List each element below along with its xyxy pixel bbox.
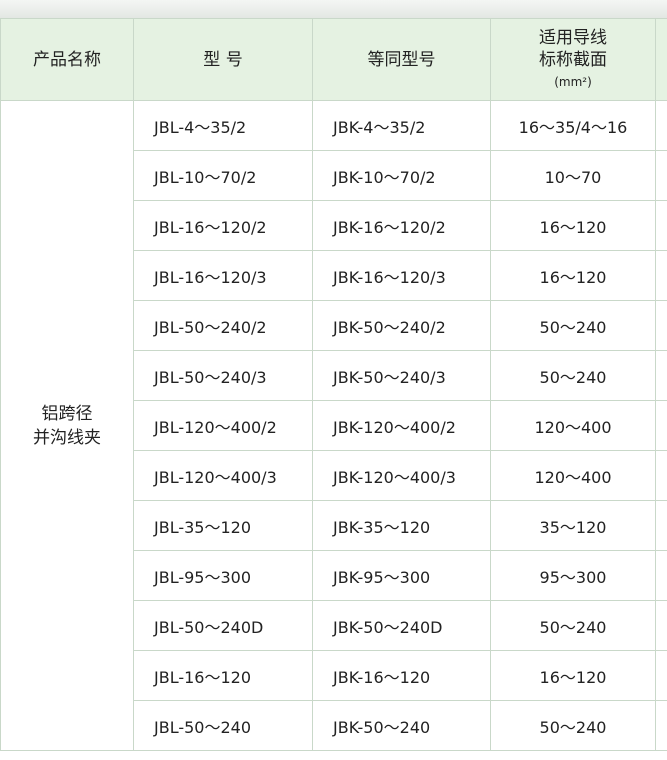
table-cell: JBL-95～300 [133, 550, 313, 601]
header-cell: 产品名称 [0, 18, 134, 101]
table-cell: JBL-10～70/2 [133, 150, 313, 201]
table-cell: JBK-120～400/2 [312, 400, 491, 451]
table-cell: JBK-95～300 [312, 550, 491, 601]
table-cell: 10～70 [490, 150, 656, 201]
table-cell: JBK-4～35/2 [312, 100, 491, 151]
table-row: JBL-35～120 JBK-35～120 35～120 [1, 500, 667, 551]
edge-cell [655, 700, 667, 751]
table-cell: 50～240 [490, 300, 656, 351]
header-cell: 适用导线 标称截面 (mm²) [490, 18, 656, 101]
edge-cell [655, 100, 667, 151]
spec-table: 产品名称 型 号 等同型号 适用导线 标称截面 (mm²) 铝跨径 并沟线夹 JBL… [0, 18, 667, 751]
table-row: JBL-95～300 JBK-95～300 95～300 [1, 550, 667, 601]
table-cell: JBL-50～240/3 [133, 350, 313, 401]
header-row: 产品名称 型 号 等同型号 适用导线 标称截面 (mm²) [0, 18, 667, 101]
table-cell: 50～240 [490, 350, 656, 401]
table-cell: JBK-10～70/2 [312, 150, 491, 201]
table-cell: 120～400 [490, 400, 656, 451]
table-cell: JBL-16～120/2 [133, 200, 313, 251]
top-strip [0, 0, 667, 18]
table-cell: JBL-50～240 [133, 700, 313, 751]
edge-cell [655, 250, 667, 301]
edge-cell [655, 600, 667, 651]
table-cell: JBL-120～400/2 [133, 400, 313, 451]
table-row: JBL-16～120/2 JBK-16～120/2 16～120 [1, 200, 667, 251]
table-cell: JBK-50～240/2 [312, 300, 491, 351]
table-row: JBL-50～240/2 JBK-50～240/2 50～240 [1, 300, 667, 351]
header-line: 标称截面 [539, 49, 607, 70]
table-body: 铝跨径 并沟线夹 JBL-4～35/2 JBK-4～35/2 16～35/4～16 JBL… [0, 100, 667, 751]
table-cell: JBK-50～240/3 [312, 350, 491, 401]
table-cell: 120～400 [490, 450, 656, 501]
table-row: JBL-120～400/3 JBK-120～400/3 120～400 [1, 450, 667, 501]
edge-cell [655, 650, 667, 701]
table-cell: JBL-35～120 [133, 500, 313, 551]
product-cell: 铝跨径 并沟线夹 [0, 100, 134, 751]
table-row: JBL-50～240D JBK-50～240D 50～240 [1, 600, 667, 651]
table-cell: 50～240 [490, 700, 656, 751]
header-cell: 型 号 [133, 18, 313, 101]
header-line: (mm²) [554, 74, 592, 89]
table-cell: 16～120 [490, 200, 656, 251]
table-cell: 16～35/4～16 [490, 100, 656, 151]
edge-cell [655, 150, 667, 201]
table-row: 铝跨径 并沟线夹 JBL-4～35/2 JBK-4～35/2 16～35/4～16 [0, 100, 667, 751]
edge-cell [655, 450, 667, 501]
table-cell: 95～300 [490, 550, 656, 601]
table-cell: JBL-50～240D [133, 600, 313, 651]
edge-cell [655, 500, 667, 551]
table-cell: 35～120 [490, 500, 656, 551]
table-row: JBL-16～120/3 JBK-16～120/3 16～120 [1, 250, 667, 301]
table-cell: JBK-50～240D [312, 600, 491, 651]
table-cell: JBK-16～120 [312, 650, 491, 701]
table-cell: 16～120 [490, 650, 656, 701]
table-cell: JBL-16～120 [133, 650, 313, 701]
table-row: JBL-120～400/2 JBK-120～400/2 120～400 [1, 400, 667, 451]
header-cell: 等同型号 [312, 18, 491, 101]
table-row: JBL-10～70/2 JBK-10～70/2 10～70 [1, 150, 667, 201]
table-cell: JBL-50～240/2 [133, 300, 313, 351]
table-cell: JBK-35～120 [312, 500, 491, 551]
edge-cell [655, 300, 667, 351]
table-cell: JBK-50～240 [312, 700, 491, 751]
edge-cell [655, 350, 667, 401]
edge-cell [655, 200, 667, 251]
product-line: 并沟线夹 [33, 427, 101, 448]
header-cell [655, 18, 667, 101]
edge-cell [655, 550, 667, 601]
table-cell: JBK-120～400/3 [312, 450, 491, 501]
table-row: JBL-50～240 JBK-50～240 50～240 [1, 700, 667, 751]
edge-cell [655, 400, 667, 451]
table-cell: 50～240 [490, 600, 656, 651]
header-line: 适用导线 [539, 27, 607, 48]
table-header: 产品名称 型 号 等同型号 适用导线 标称截面 (mm²) [0, 18, 667, 101]
product-line: 铝跨径 [41, 403, 93, 424]
table-cell: JBL-4～35/2 [133, 100, 313, 151]
table-cell: 16～120 [490, 250, 656, 301]
table-cell: JBL-16～120/3 [133, 250, 313, 301]
table-cell: JBK-16～120/2 [312, 200, 491, 251]
table-cell: JBK-16～120/3 [312, 250, 491, 301]
table-cell: JBL-120～400/3 [133, 450, 313, 501]
